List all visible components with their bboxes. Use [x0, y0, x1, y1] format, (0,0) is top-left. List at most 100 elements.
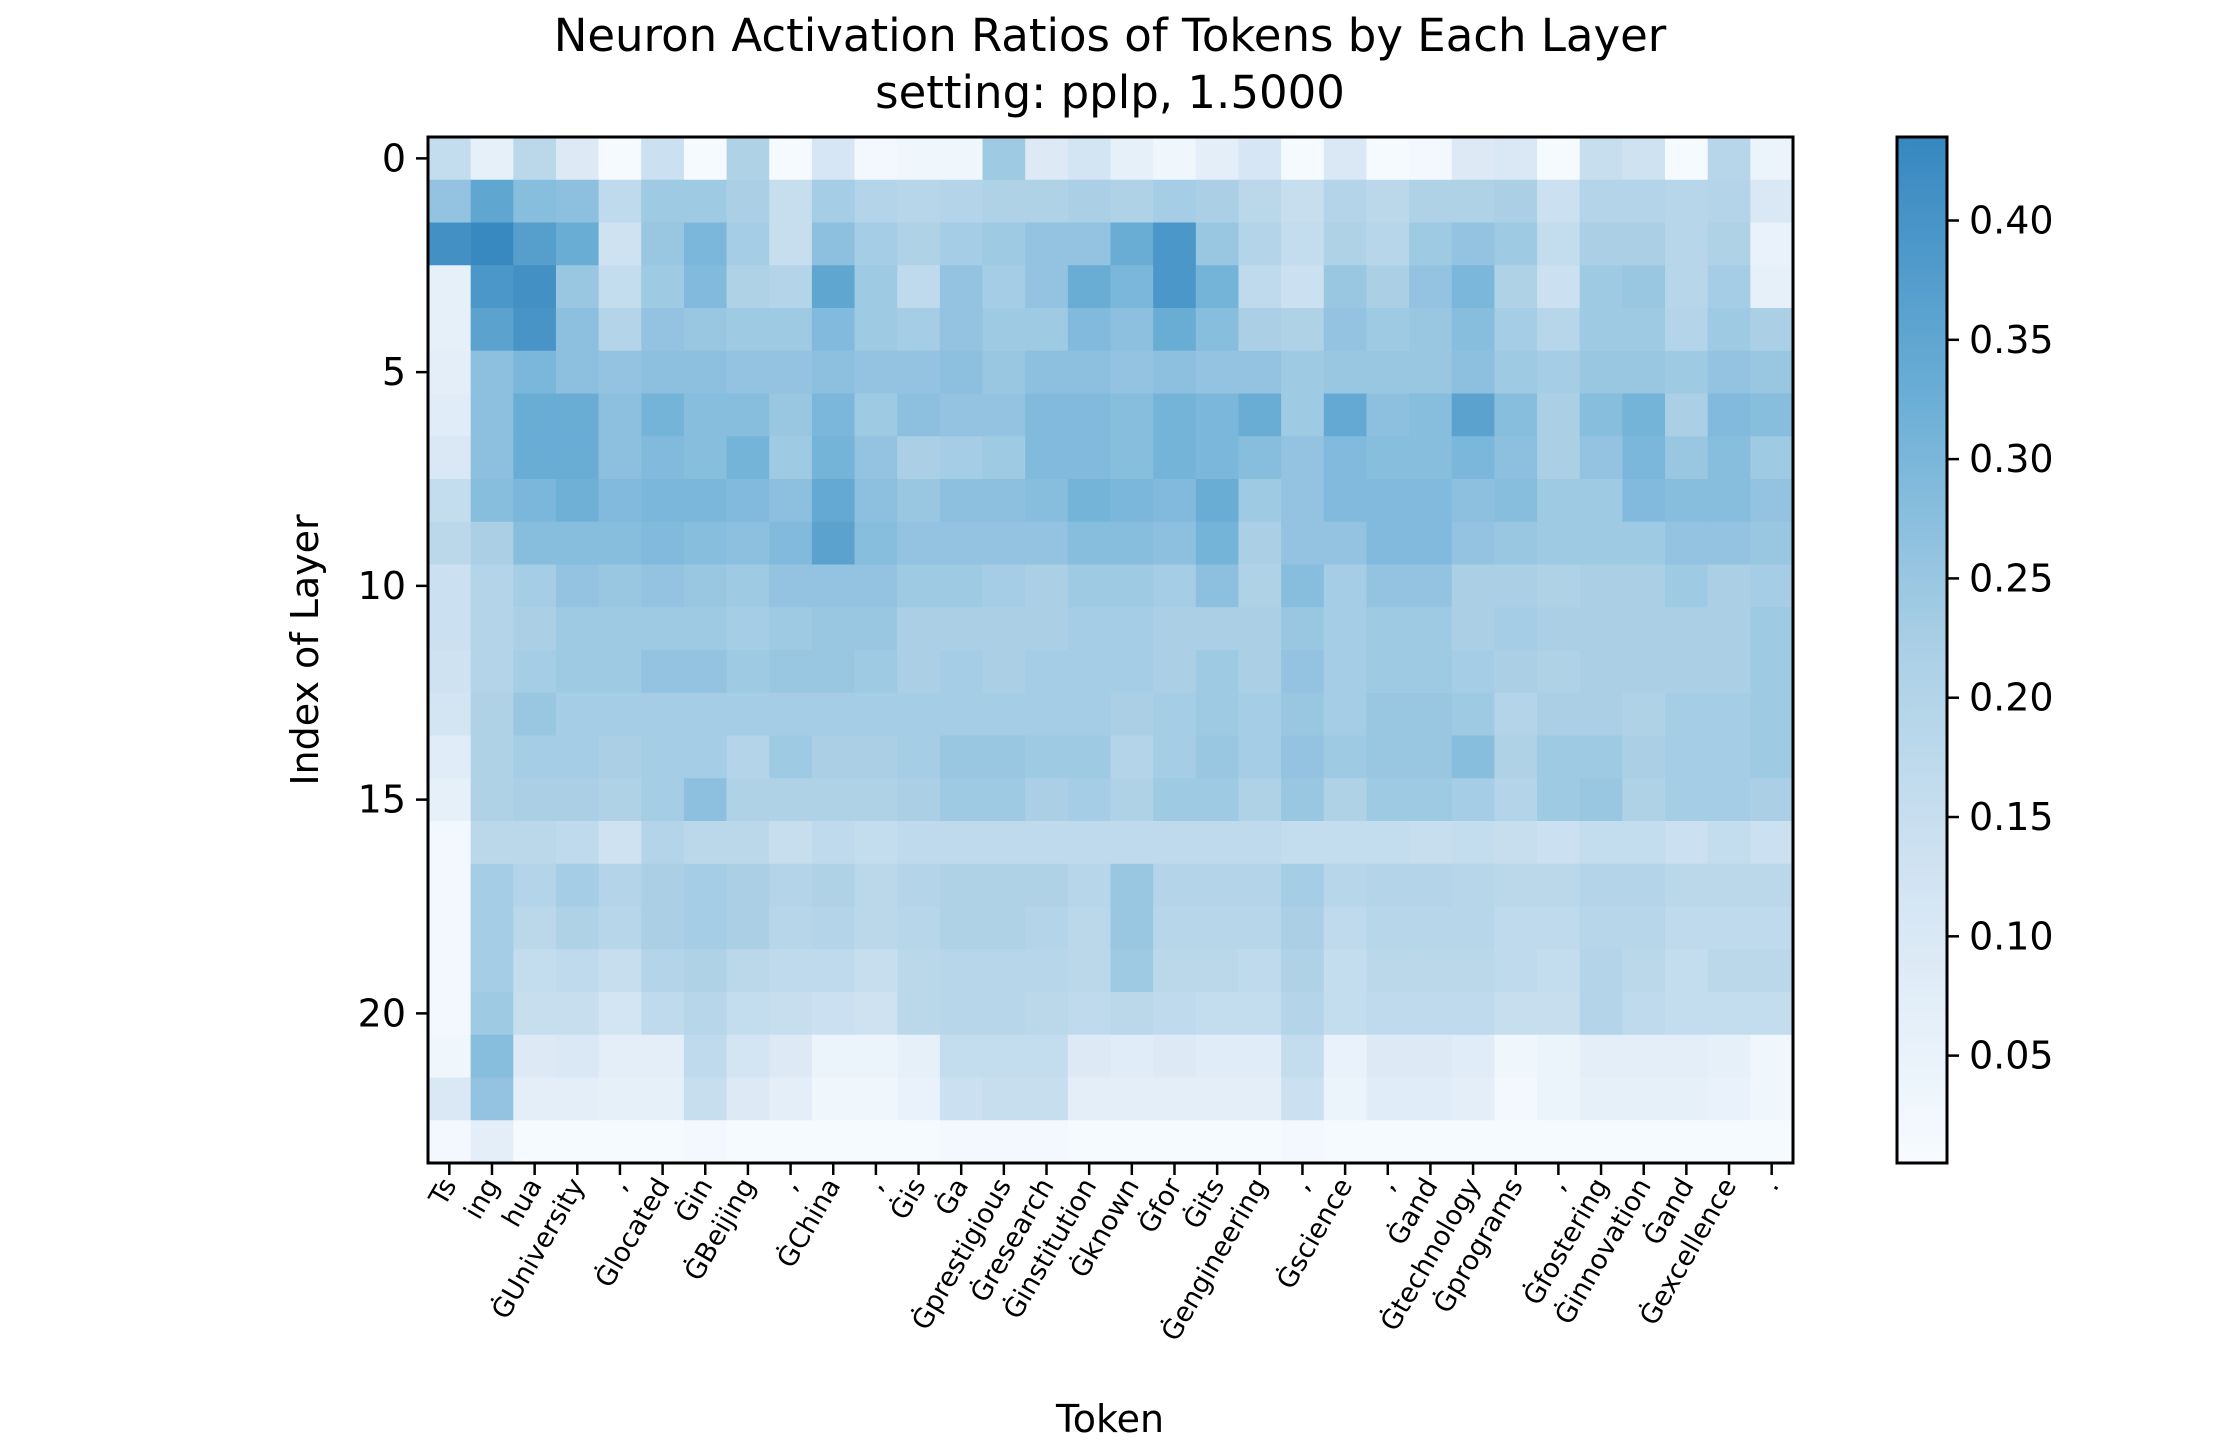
heatmap-cell — [897, 692, 941, 737]
heatmap-cell — [1110, 735, 1154, 779]
heatmap-cell — [555, 821, 600, 865]
heatmap-cell — [1665, 479, 1709, 523]
heatmap-cell — [1451, 179, 1496, 224]
heatmap-cell — [1750, 821, 1794, 865]
heatmap-cell — [683, 607, 728, 651]
heatmap-cell — [470, 692, 514, 737]
heatmap-cell — [1622, 650, 1666, 694]
heatmap-cell — [939, 521, 984, 566]
heatmap-cell — [1238, 521, 1282, 566]
heatmap-cell — [1110, 265, 1154, 309]
heatmap-cell — [769, 906, 813, 950]
heatmap-cell — [726, 137, 770, 181]
heatmap-cell — [1366, 222, 1410, 266]
heatmap-cell — [1366, 650, 1410, 694]
heatmap-cell — [1409, 821, 1453, 865]
heatmap-cell — [1750, 735, 1794, 779]
heatmap-cell — [1366, 479, 1410, 523]
heatmap-cell — [1409, 992, 1453, 1036]
heatmap-cell — [1451, 692, 1496, 737]
heatmap-cell — [1153, 607, 1197, 651]
heatmap-cell — [1323, 1077, 1368, 1121]
heatmap-cell — [1067, 137, 1112, 181]
heatmap-cell — [769, 265, 813, 309]
heatmap-cell — [982, 350, 1026, 395]
heatmap-cell — [598, 906, 642, 950]
heatmap-cell — [1622, 479, 1666, 523]
heatmap-cell — [811, 137, 856, 181]
heatmap-cell — [513, 607, 557, 651]
heatmap-cell — [1494, 350, 1538, 395]
heatmap-cell — [1707, 179, 1751, 224]
heatmap-cell — [1665, 778, 1709, 822]
heatmap-cell — [769, 521, 813, 566]
heatmap-cell — [555, 1120, 600, 1164]
heatmap-cell — [982, 265, 1026, 309]
heatmap-cell — [897, 906, 941, 950]
heatmap-cell — [1579, 308, 1623, 352]
heatmap-cell — [1238, 735, 1282, 779]
x-axis-label: Token — [1055, 1397, 1164, 1440]
heatmap-cell — [1579, 393, 1623, 437]
heatmap-cell — [598, 607, 642, 651]
heatmap-cell — [854, 906, 898, 950]
heatmap-cell — [1195, 479, 1240, 523]
heatmap-cell — [1750, 521, 1794, 566]
heatmap-cell — [555, 949, 600, 993]
heatmap-cell — [1494, 992, 1538, 1036]
heatmap-cell — [470, 821, 514, 865]
heatmap-cell — [1281, 906, 1325, 950]
heatmap-cell — [1366, 436, 1410, 480]
heatmap-cell — [1366, 137, 1410, 181]
heatmap-cell — [1323, 179, 1368, 224]
heatmap-cell — [1281, 479, 1325, 523]
heatmap-cell — [1366, 692, 1410, 737]
heatmap-cell — [513, 949, 557, 993]
heatmap-cell — [1153, 821, 1197, 865]
heatmap-cell — [982, 179, 1026, 224]
heatmap-cell — [726, 949, 770, 993]
heatmap-cell — [1665, 564, 1709, 608]
heatmap-cell — [555, 1034, 600, 1079]
heatmap-cell — [1409, 863, 1453, 908]
heatmap-cell — [683, 992, 728, 1036]
heatmap-cell — [769, 1077, 813, 1121]
heatmap-cell — [513, 1034, 557, 1079]
heatmap-cell — [1579, 179, 1623, 224]
heatmap-cell — [811, 350, 856, 395]
heatmap-cell — [811, 436, 856, 480]
y-axis-label: Index of Layer — [283, 514, 327, 786]
heatmap-cell — [1281, 393, 1325, 437]
heatmap-cell — [1409, 564, 1453, 608]
heatmap-cell — [1494, 778, 1538, 822]
heatmap-cell — [811, 692, 856, 737]
heatmap-cell — [811, 650, 856, 694]
heatmap-cell — [1025, 137, 1069, 181]
heatmap-cell — [1622, 265, 1666, 309]
heatmap-cell — [726, 735, 770, 779]
heatmap-cell — [1025, 735, 1069, 779]
heatmap-cell — [598, 564, 642, 608]
heatmap-cell — [811, 179, 856, 224]
heatmap-cell — [641, 179, 685, 224]
heatmap-cell — [513, 692, 557, 737]
heatmap-cell — [683, 564, 728, 608]
heatmap-cell — [1323, 564, 1368, 608]
heatmap-cell — [1409, 265, 1453, 309]
heatmap-cell — [1451, 436, 1496, 480]
heatmap-cell — [1067, 179, 1112, 224]
heatmap-cell — [683, 735, 728, 779]
heatmap-cell — [1067, 607, 1112, 651]
heatmap-cell — [1409, 436, 1453, 480]
heatmap-cell — [598, 735, 642, 779]
heatmap-cell — [1281, 350, 1325, 395]
heatmap-cell — [1537, 650, 1581, 694]
heatmap-cell — [1665, 607, 1709, 651]
heatmap-cell — [811, 1077, 856, 1121]
heatmap-frame — [426, 135, 1795, 1165]
heatmap-cell — [428, 778, 472, 822]
heatmap-cell — [1153, 137, 1197, 181]
heatmap-cell — [1110, 1077, 1154, 1121]
heatmap-cell — [598, 308, 642, 352]
heatmap-cell — [1622, 222, 1666, 266]
